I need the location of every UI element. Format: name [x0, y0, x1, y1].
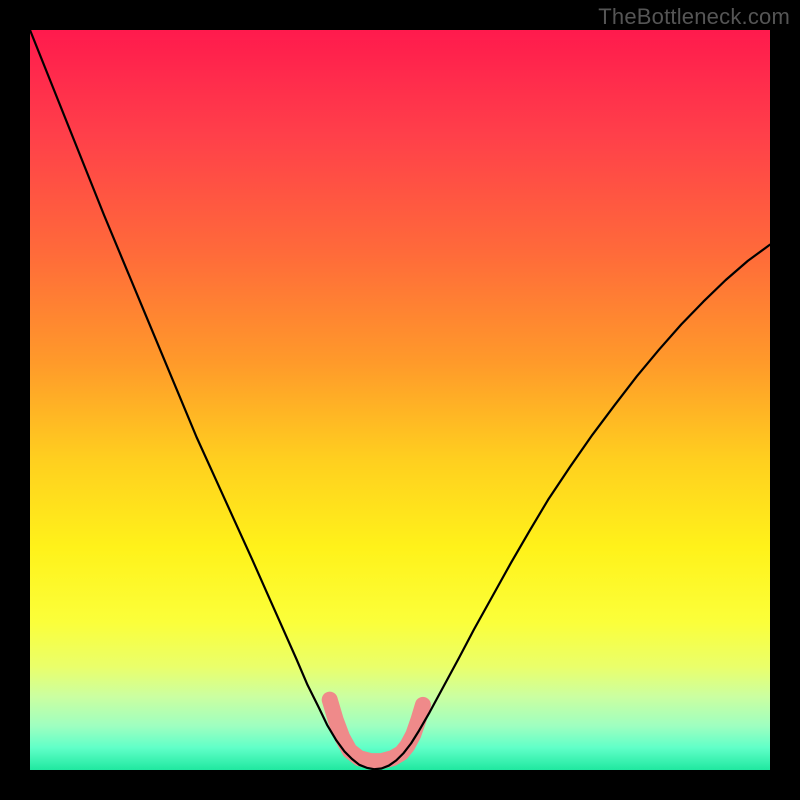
watermark-text: TheBottleneck.com [598, 4, 790, 30]
chart-root: TheBottleneck.com [0, 0, 800, 800]
plot-background [30, 30, 770, 770]
bottleneck-curve-chart [0, 0, 800, 800]
